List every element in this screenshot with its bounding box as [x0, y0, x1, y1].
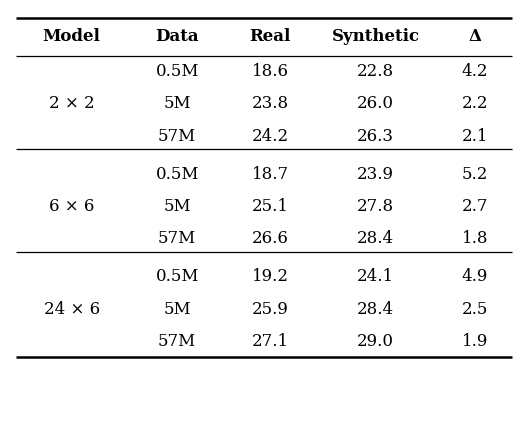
Text: 2.1: 2.1: [461, 128, 488, 145]
Text: 27.1: 27.1: [252, 333, 289, 350]
Text: 24 × 6: 24 × 6: [44, 301, 100, 318]
Text: Δ: Δ: [468, 28, 482, 45]
Text: 57M: 57M: [158, 333, 196, 350]
Text: 5M: 5M: [163, 95, 191, 112]
Text: 2.7: 2.7: [461, 198, 488, 215]
Text: 25.9: 25.9: [252, 301, 289, 318]
Text: 23.9: 23.9: [357, 166, 394, 183]
Text: 23.8: 23.8: [252, 95, 289, 112]
Text: 27.8: 27.8: [357, 198, 394, 215]
Text: 0.5M: 0.5M: [155, 166, 199, 183]
Text: 26.0: 26.0: [357, 95, 394, 112]
Text: Model: Model: [43, 28, 101, 45]
Text: 4.2: 4.2: [461, 63, 488, 80]
Text: Real: Real: [250, 28, 291, 45]
Text: 1.8: 1.8: [461, 230, 488, 247]
Text: 57M: 57M: [158, 128, 196, 145]
Text: 22.8: 22.8: [357, 63, 394, 80]
Text: 2.2: 2.2: [461, 95, 488, 112]
Text: 0.5M: 0.5M: [155, 63, 199, 80]
Text: 28.4: 28.4: [357, 230, 394, 247]
Text: 2 × 2: 2 × 2: [49, 95, 95, 112]
Text: 26.3: 26.3: [357, 128, 394, 145]
Text: 5.2: 5.2: [462, 166, 488, 183]
Text: 18.6: 18.6: [252, 63, 289, 80]
Text: 24.1: 24.1: [357, 268, 394, 285]
Text: 1.9: 1.9: [462, 333, 488, 350]
Text: 4.9: 4.9: [462, 268, 488, 285]
Text: 0.5M: 0.5M: [155, 268, 199, 285]
Text: 2.5: 2.5: [462, 301, 488, 318]
Text: 25.1: 25.1: [252, 198, 289, 215]
Text: 57M: 57M: [158, 230, 196, 247]
Text: 24.2: 24.2: [252, 128, 289, 145]
Text: 28.4: 28.4: [357, 301, 394, 318]
Text: Synthetic: Synthetic: [332, 28, 420, 45]
Text: 18.7: 18.7: [252, 166, 289, 183]
Text: Data: Data: [155, 28, 199, 45]
Text: 6 × 6: 6 × 6: [49, 198, 95, 215]
Text: 29.0: 29.0: [357, 333, 394, 350]
Text: 5M: 5M: [163, 301, 191, 318]
Text: 5M: 5M: [163, 198, 191, 215]
Text: 19.2: 19.2: [252, 268, 289, 285]
Text: 26.6: 26.6: [252, 230, 289, 247]
